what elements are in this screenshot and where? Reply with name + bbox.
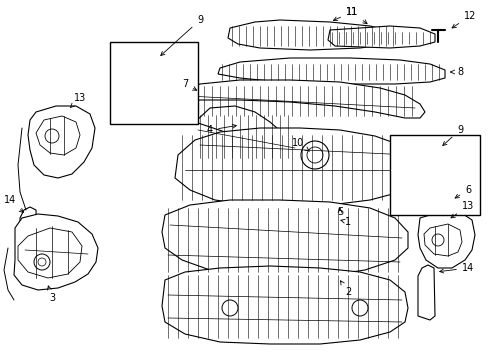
Polygon shape [175,128,417,207]
Polygon shape [182,80,424,118]
Text: 12: 12 [451,11,475,28]
Polygon shape [327,26,434,48]
Text: 11: 11 [345,7,366,24]
Text: 6: 6 [454,185,470,198]
Polygon shape [195,106,299,163]
Text: 14: 14 [439,263,473,273]
Text: 10: 10 [291,138,308,151]
Text: 3: 3 [47,286,55,303]
Polygon shape [28,106,95,178]
Polygon shape [417,212,474,268]
Text: 9: 9 [161,15,203,55]
Text: 8: 8 [450,67,462,77]
Text: 13: 13 [70,93,86,108]
Bar [389,135,479,215]
Polygon shape [36,116,80,155]
Text: 9: 9 [442,125,462,145]
Text: 11: 11 [333,7,357,21]
Text: 14: 14 [4,195,23,212]
Polygon shape [18,228,82,278]
Polygon shape [403,145,451,176]
Text: 13: 13 [450,201,473,218]
Polygon shape [227,20,399,50]
Bar [110,42,198,124]
Polygon shape [20,207,37,262]
Text: 5: 5 [336,207,343,217]
Polygon shape [423,224,461,256]
Polygon shape [14,214,98,290]
Polygon shape [417,265,434,320]
Text: 1: 1 [340,217,350,227]
Text: 2: 2 [340,281,350,297]
Polygon shape [162,266,407,344]
Polygon shape [162,200,407,278]
Polygon shape [218,58,444,84]
Text: 7: 7 [182,79,196,90]
Polygon shape [136,52,174,84]
Text: 4: 4 [206,124,236,135]
Polygon shape [394,194,479,210]
